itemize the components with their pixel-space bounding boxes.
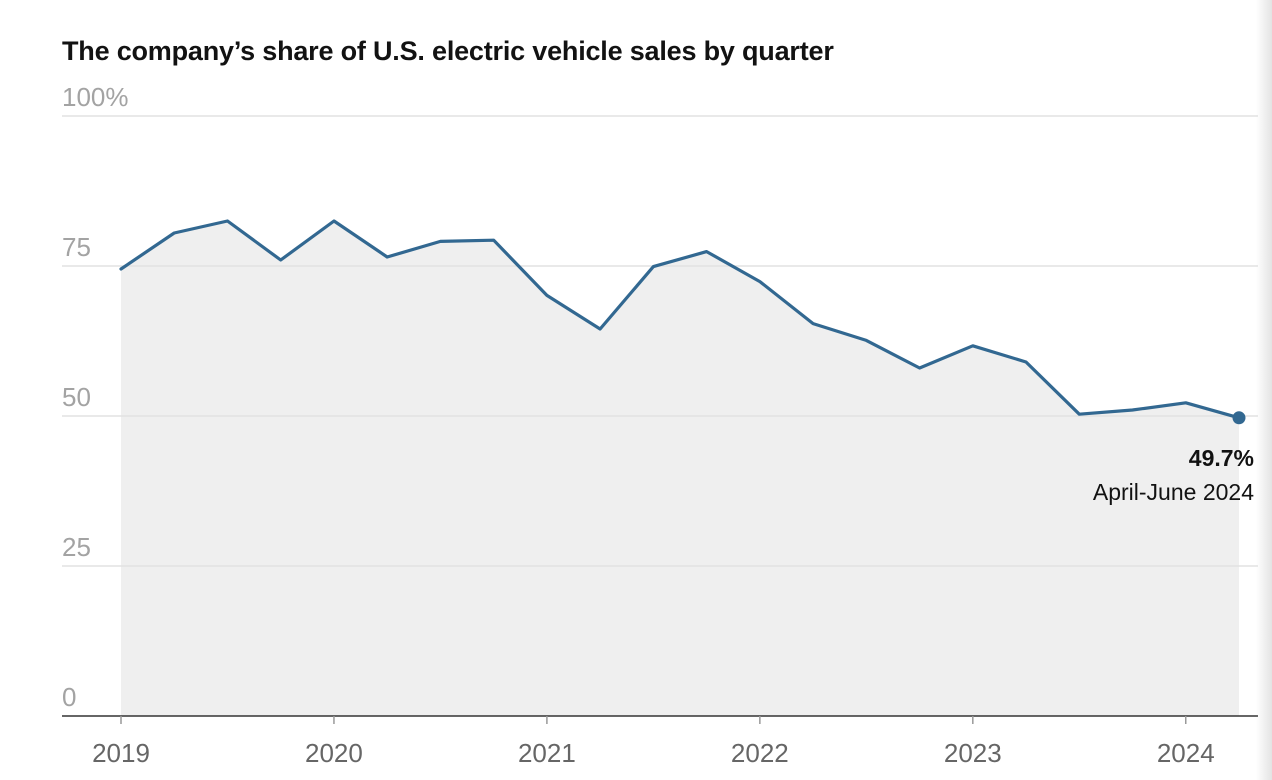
last-point-marker [1232, 411, 1246, 425]
x-tick-label: 2019 [92, 738, 150, 768]
annotation-date: April-June 2024 [1093, 479, 1254, 505]
x-tick-label: 2023 [944, 738, 1002, 768]
page-edge [1256, 0, 1272, 780]
x-tick-label: 2024 [1157, 738, 1215, 768]
chart-title: The company’s share of U.S. electric veh… [62, 36, 834, 66]
x-tick-label: 2022 [731, 738, 789, 768]
y-tick-label: 100% [62, 82, 129, 112]
y-tick-label: 50 [62, 382, 91, 412]
y-tick-label: 25 [62, 532, 91, 562]
area-fill [121, 221, 1239, 716]
series-line [119, 219, 1241, 420]
y-tick-label: 0 [62, 682, 76, 712]
y-tick-label: 75 [62, 232, 91, 262]
x-tick-label: 2021 [518, 738, 576, 768]
annotation-value: 49.7% [1189, 445, 1254, 471]
x-tick-label: 2020 [305, 738, 363, 768]
